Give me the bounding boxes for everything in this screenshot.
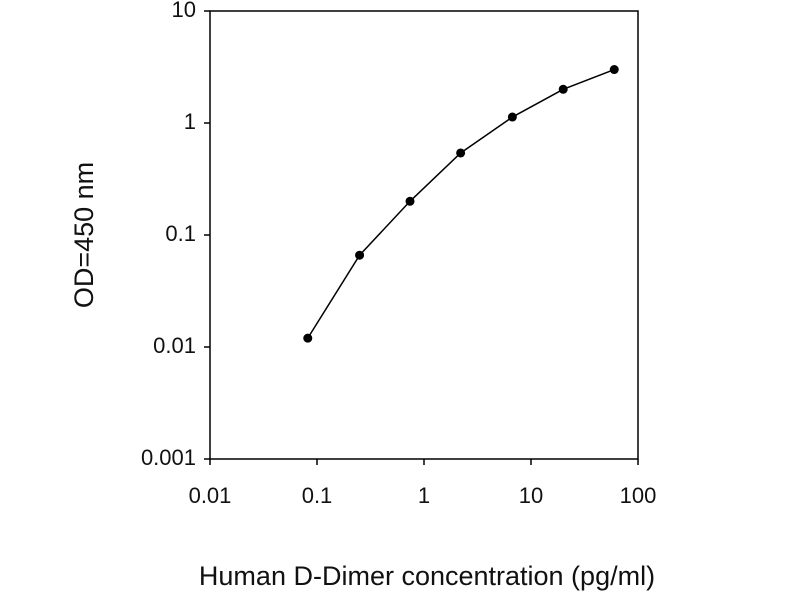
y-tick-label: 0.1 (165, 221, 196, 246)
y-tick-label: 0.01 (153, 333, 196, 358)
data-point (355, 250, 365, 260)
y-tick-label: 1 (184, 109, 196, 134)
x-tick-label: 0.1 (302, 483, 333, 508)
plot-frame (209, 10, 639, 460)
data-point (456, 148, 466, 158)
x-tick-label: 100 (620, 483, 657, 508)
x-axis-title: Human D-Dimer concentration (pg/ml) (199, 561, 655, 591)
x-tick-label: 10 (519, 483, 543, 508)
data-point (609, 65, 619, 75)
y-tick-label: 0.001 (141, 445, 196, 470)
data-point (405, 196, 415, 206)
data-point (507, 112, 517, 122)
data-point (558, 84, 568, 94)
data-point (303, 333, 313, 343)
y-axis-title: OD=450 nm (69, 162, 99, 308)
y-tick-label: 10 (172, 0, 196, 22)
x-tick-label: 0.01 (189, 483, 232, 508)
x-tick-label: 1 (418, 483, 430, 508)
data-line (307, 68, 615, 339)
